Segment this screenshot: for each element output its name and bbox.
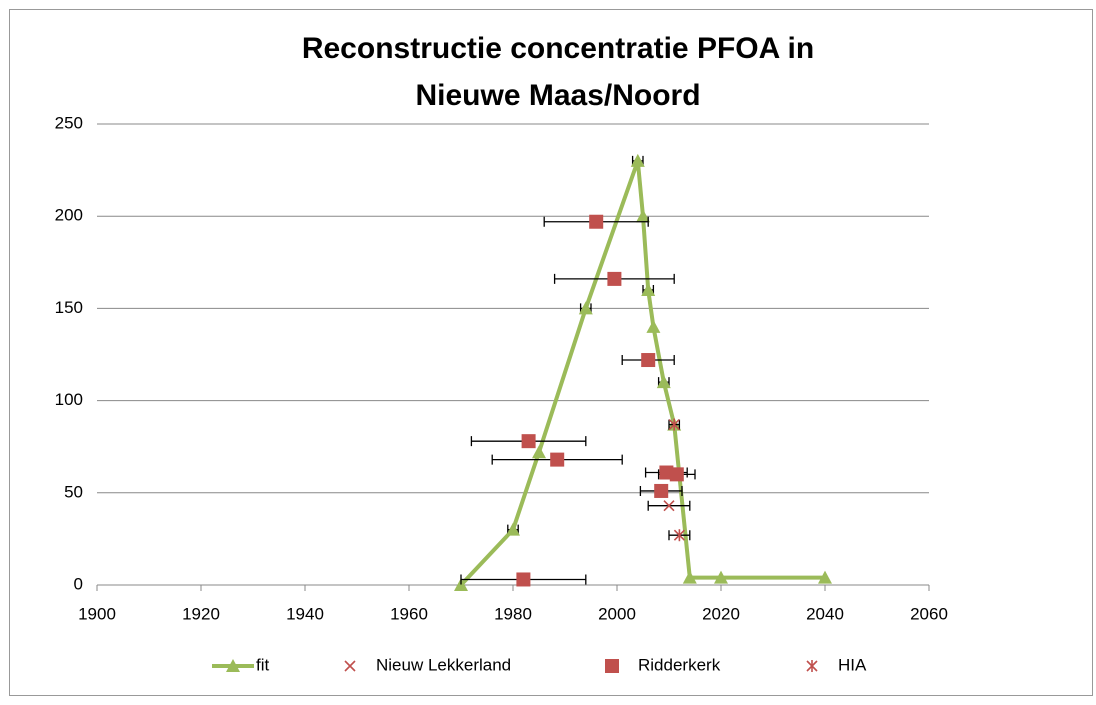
marker-triangle (682, 570, 697, 584)
marker-triangle (454, 578, 468, 591)
legend-label: Nieuw Lekkerland (376, 655, 511, 674)
x-tick-label: 1920 (182, 604, 220, 623)
marker-square (669, 467, 684, 482)
square (607, 271, 622, 286)
legend-label: fit (256, 655, 270, 674)
triangle (226, 659, 240, 672)
marker-square (550, 452, 565, 467)
marker-x (344, 660, 356, 672)
marker-star (673, 529, 685, 542)
cross (344, 660, 356, 672)
triangle (578, 301, 593, 315)
marker-x (663, 500, 675, 512)
marker-star (668, 418, 680, 431)
x-tick-label: 2060 (910, 604, 948, 623)
triangle (682, 570, 697, 584)
triangle (714, 570, 728, 584)
y-tick-label: 250 (55, 113, 83, 132)
triangle (641, 282, 656, 296)
square (521, 434, 536, 449)
x-tick-label: 2040 (806, 604, 844, 623)
square (641, 353, 656, 368)
y-tick-label: 200 (55, 206, 83, 225)
square (669, 467, 684, 482)
marker-triangle (646, 319, 661, 333)
marker-square (521, 434, 536, 449)
marker-triangle (578, 301, 593, 315)
marker-triangle (506, 522, 520, 536)
triangle (630, 153, 645, 167)
y-tick-label: 150 (55, 298, 83, 317)
chart-title: Nieuwe Maas/Noord (415, 79, 700, 112)
square (516, 572, 531, 587)
marker-triangle (641, 282, 656, 296)
x-tick-label: 1900 (78, 604, 116, 623)
y-tick-label: 100 (55, 390, 83, 409)
marker-star (806, 660, 818, 672)
x-tick-label: 2020 (702, 604, 740, 623)
marker-square (654, 483, 669, 498)
marker-square (641, 353, 656, 368)
marker-triangle (656, 375, 671, 389)
triangle (646, 319, 661, 333)
chart-frame (9, 9, 1093, 696)
x-tick-label: 1960 (390, 604, 428, 623)
square (550, 452, 565, 467)
legend-label: HIA (838, 655, 867, 674)
triangle (506, 522, 520, 536)
square (589, 214, 604, 229)
y-tick-label: 0 (74, 574, 83, 593)
square (605, 659, 619, 673)
marker-triangle (818, 570, 832, 584)
marker-square (516, 572, 531, 587)
marker-triangle (714, 570, 728, 584)
triangle (454, 578, 468, 591)
marker-triangle (226, 659, 240, 672)
x-tick-label: 1980 (494, 604, 532, 623)
chart-title: Reconstructie concentratie PFOA in (302, 32, 814, 65)
marker-square (605, 659, 619, 673)
cross (663, 500, 675, 512)
y-tick-label: 50 (64, 482, 83, 501)
marker-triangle (532, 445, 546, 459)
triangle (532, 445, 546, 459)
legend-label: Ridderkerk (638, 655, 721, 674)
triangle (656, 375, 671, 389)
marker-triangle (636, 209, 650, 223)
marker-square (607, 271, 622, 286)
marker-triangle (630, 153, 645, 167)
x-tick-label: 2000 (598, 604, 636, 623)
marker-square (589, 214, 604, 229)
x-tick-label: 1940 (286, 604, 324, 623)
triangle (818, 570, 832, 584)
triangle (636, 209, 650, 223)
square (654, 483, 669, 498)
